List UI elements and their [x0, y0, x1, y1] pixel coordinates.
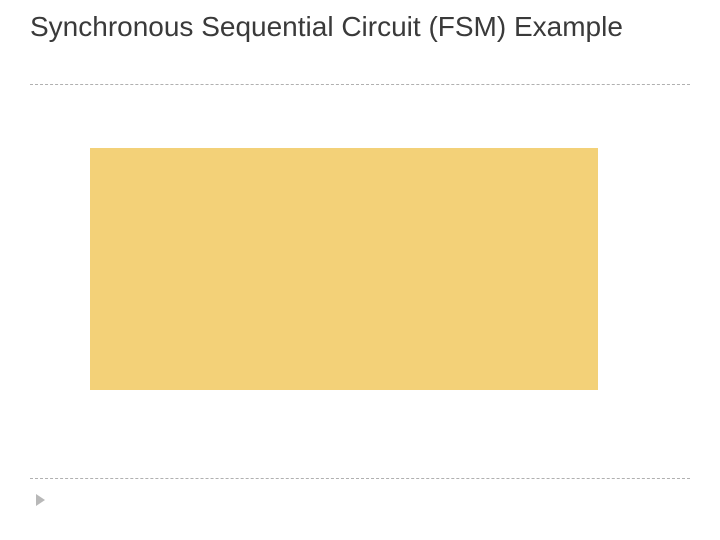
divider-top — [30, 84, 690, 85]
content-placeholder-box — [90, 148, 598, 390]
title-area: Synchronous Sequential Circuit (FSM) Exa… — [0, 0, 720, 44]
bullet-marker-icon — [36, 494, 45, 506]
slide-title: Synchronous Sequential Circuit (FSM) Exa… — [30, 10, 690, 44]
divider-bottom — [30, 478, 690, 479]
slide-container: Synchronous Sequential Circuit (FSM) Exa… — [0, 0, 720, 540]
